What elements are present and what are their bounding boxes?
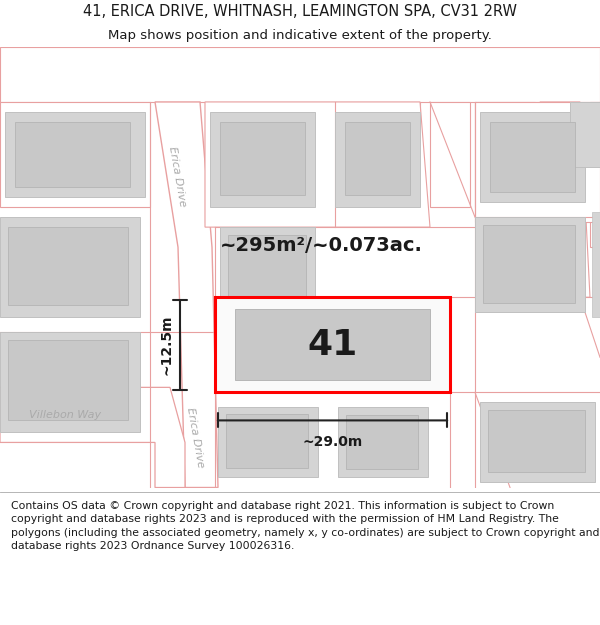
Polygon shape xyxy=(155,102,218,488)
Bar xyxy=(15,122,130,187)
Text: ~295m²/~0.073ac.: ~295m²/~0.073ac. xyxy=(220,236,423,254)
Bar xyxy=(8,340,128,421)
Polygon shape xyxy=(570,102,600,167)
Bar xyxy=(490,122,575,192)
Bar xyxy=(8,227,128,305)
Bar xyxy=(338,408,428,478)
Bar xyxy=(488,411,585,472)
Bar xyxy=(220,122,305,195)
Bar xyxy=(228,235,306,313)
Polygon shape xyxy=(205,102,420,222)
Bar xyxy=(480,112,585,202)
Polygon shape xyxy=(0,388,185,488)
Text: 41: 41 xyxy=(307,328,358,362)
Bar xyxy=(483,225,575,303)
Polygon shape xyxy=(0,102,150,207)
Polygon shape xyxy=(590,102,600,247)
Bar xyxy=(592,212,600,318)
Bar xyxy=(220,227,315,322)
Bar xyxy=(345,122,410,195)
Bar xyxy=(215,298,450,392)
Text: Contains OS data © Crown copyright and database right 2021. This information is : Contains OS data © Crown copyright and d… xyxy=(11,501,599,551)
Polygon shape xyxy=(205,102,430,227)
Bar xyxy=(346,416,418,469)
Text: Villebon Way: Villebon Way xyxy=(29,411,101,421)
Bar xyxy=(5,112,145,197)
Bar xyxy=(226,414,308,469)
Bar xyxy=(475,217,585,312)
Text: ~29.0m: ~29.0m xyxy=(302,436,362,449)
Bar xyxy=(218,408,318,478)
Bar xyxy=(480,402,595,482)
Bar xyxy=(235,309,430,381)
Polygon shape xyxy=(475,102,535,207)
Bar xyxy=(0,217,140,318)
Polygon shape xyxy=(540,102,590,298)
Text: Erica Drive: Erica Drive xyxy=(185,406,205,468)
Text: Map shows position and indicative extent of the property.: Map shows position and indicative extent… xyxy=(108,29,492,42)
Text: ~12.5m: ~12.5m xyxy=(160,314,174,375)
Bar xyxy=(335,112,420,207)
Bar xyxy=(210,112,315,207)
Text: 41, ERICA DRIVE, WHITNASH, LEAMINGTON SPA, CV31 2RW: 41, ERICA DRIVE, WHITNASH, LEAMINGTON SP… xyxy=(83,4,517,19)
Polygon shape xyxy=(475,102,600,222)
Bar xyxy=(0,332,140,432)
Polygon shape xyxy=(0,47,600,102)
Polygon shape xyxy=(430,102,470,207)
Text: Erica Drive: Erica Drive xyxy=(167,146,187,208)
